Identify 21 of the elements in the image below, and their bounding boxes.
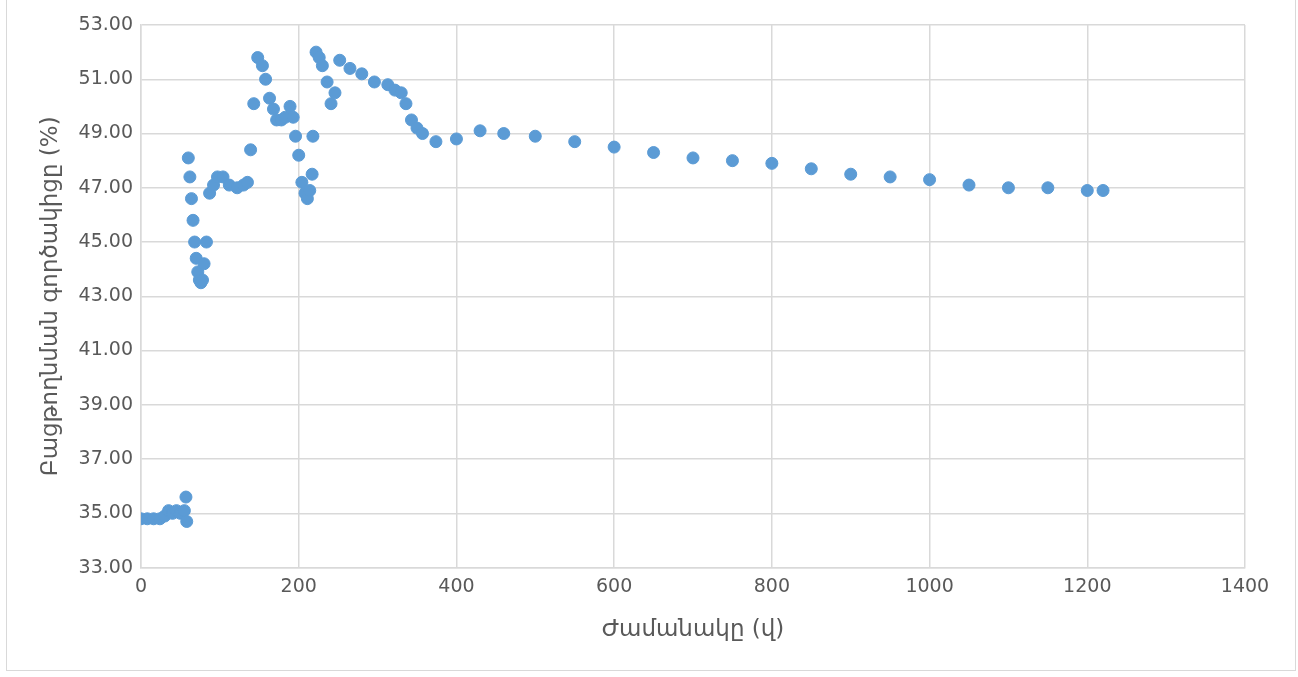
- y-tick-label: 49.00: [78, 120, 133, 143]
- y-tick-label: 39.00: [78, 391, 133, 414]
- x-tick-label: 1400: [1220, 573, 1270, 596]
- x-tick-label: 0: [134, 573, 148, 596]
- y-axis-title: Բացթողնման գործակիցը (%): [35, 116, 62, 477]
- y-tick-label: 45.00: [78, 228, 133, 251]
- y-tick-label: 43.00: [78, 283, 133, 306]
- x-tick-label: 1200: [1063, 573, 1112, 596]
- x-tick-label: 400: [438, 573, 475, 596]
- x-axis-title: Ժամանակը (վ): [601, 615, 785, 642]
- x-tick-label: 1000: [905, 573, 954, 596]
- y-tick-label: 41.00: [78, 337, 133, 360]
- y-tick-label: 51.00: [78, 66, 133, 89]
- x-tick-label: 600: [596, 573, 633, 596]
- y-tick-label: 33.00: [78, 554, 133, 577]
- y-tick-label: 37.00: [78, 446, 133, 469]
- y-tick-label: 47.00: [78, 174, 133, 197]
- x-tick-label: 200: [280, 573, 317, 596]
- y-tick-label: 35.00: [78, 500, 133, 523]
- y-tick-label: 53.00: [78, 11, 133, 34]
- x-tick-label: 800: [753, 573, 790, 596]
